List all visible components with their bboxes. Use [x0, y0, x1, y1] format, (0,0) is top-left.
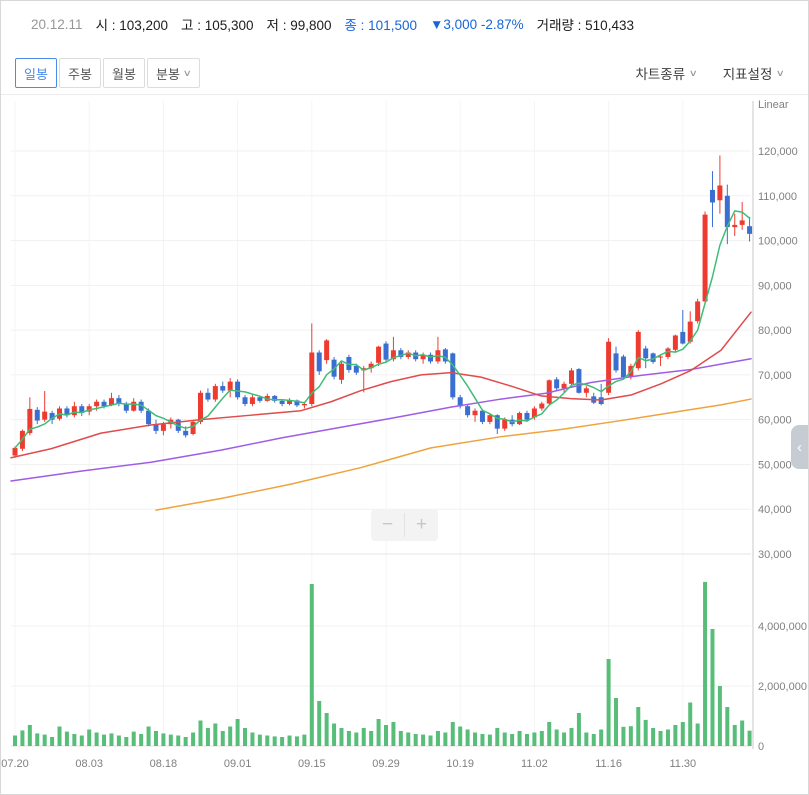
- chevron-down-icon: ∨: [776, 67, 786, 78]
- chevron-left-icon: ‹: [797, 438, 802, 456]
- summary-high: 고 : 105,300: [181, 18, 254, 33]
- period-tabs: 일봉 주봉 월봉 분봉 ∨: [15, 58, 200, 88]
- svg-text:11.30: 11.30: [669, 758, 696, 770]
- svg-text:50,000: 50,000: [758, 459, 792, 471]
- zoom-out-button[interactable]: −: [371, 509, 404, 541]
- svg-text:08.03: 08.03: [75, 758, 103, 770]
- toolbar-divider: [1, 94, 808, 95]
- indicator-settings-button[interactable]: 지표설정 ∨: [722, 63, 786, 83]
- svg-text:11.16: 11.16: [595, 758, 622, 770]
- tab-minute[interactable]: 분봉 ∨: [147, 58, 200, 88]
- svg-text:07.20: 07.20: [1, 758, 29, 770]
- collapse-panel-handle[interactable]: ‹: [791, 425, 808, 469]
- svg-text:120,000: 120,000: [758, 146, 798, 158]
- summary-date: 20.12.11: [31, 16, 83, 32]
- svg-text:09.15: 09.15: [298, 758, 326, 770]
- tab-monthly-label: 월봉: [112, 66, 136, 82]
- svg-text:100,000: 100,000: [758, 236, 798, 248]
- summary-volume: 거래량 : 510,433: [536, 18, 634, 33]
- summary-low: 저 : 99,800: [266, 18, 332, 33]
- chart-settings-group: 차트종류 ∨ 지표설정 ∨: [635, 63, 786, 83]
- svg-text:70,000: 70,000: [758, 370, 792, 382]
- chart-type-button[interactable]: 차트종류 ∨: [635, 63, 699, 83]
- tab-daily-label: 일봉: [24, 66, 48, 82]
- svg-text:10.19: 10.19: [446, 758, 474, 770]
- zoom-control-divider: [404, 513, 405, 537]
- tab-monthly[interactable]: 월봉: [103, 58, 145, 88]
- indicator-settings-label: 지표설정: [722, 67, 773, 82]
- svg-text:09.29: 09.29: [372, 758, 400, 770]
- tab-minute-label: 분봉: [156, 66, 180, 82]
- svg-text:11.02: 11.02: [521, 758, 548, 770]
- tab-daily[interactable]: 일봉: [15, 58, 57, 88]
- svg-text:0: 0: [758, 741, 764, 753]
- zoom-control: − +: [371, 509, 438, 541]
- svg-text:110,000: 110,000: [758, 191, 797, 203]
- chevron-down-icon: ∨: [688, 67, 699, 78]
- chart-type-label: 차트종류: [635, 67, 686, 82]
- summary-change: ▼3,000 -2.87%: [429, 16, 524, 32]
- chevron-down-icon: ∨: [182, 67, 192, 78]
- svg-text:2,000,000: 2,000,000: [758, 681, 807, 693]
- svg-text:08.18: 08.18: [150, 758, 178, 770]
- tab-weekly-label: 주봉: [68, 66, 92, 82]
- zoom-in-button[interactable]: +: [405, 509, 438, 541]
- price-summary-bar: 20.12.11 시 : 103,200 고 : 105,300 저 : 99,…: [31, 14, 634, 34]
- svg-text:60,000: 60,000: [758, 415, 792, 427]
- svg-text:30,000: 30,000: [758, 549, 792, 561]
- svg-text:4,000,000: 4,000,000: [758, 621, 807, 633]
- summary-close: 종 : 101,500: [344, 18, 417, 33]
- svg-text:40,000: 40,000: [758, 504, 792, 516]
- svg-text:09.01: 09.01: [224, 758, 252, 770]
- svg-text:Linear: Linear: [758, 99, 789, 111]
- summary-open: 시 : 103,200: [95, 18, 169, 33]
- svg-text:90,000: 90,000: [758, 280, 792, 292]
- svg-text:80,000: 80,000: [758, 325, 792, 337]
- tab-weekly[interactable]: 주봉: [59, 58, 101, 88]
